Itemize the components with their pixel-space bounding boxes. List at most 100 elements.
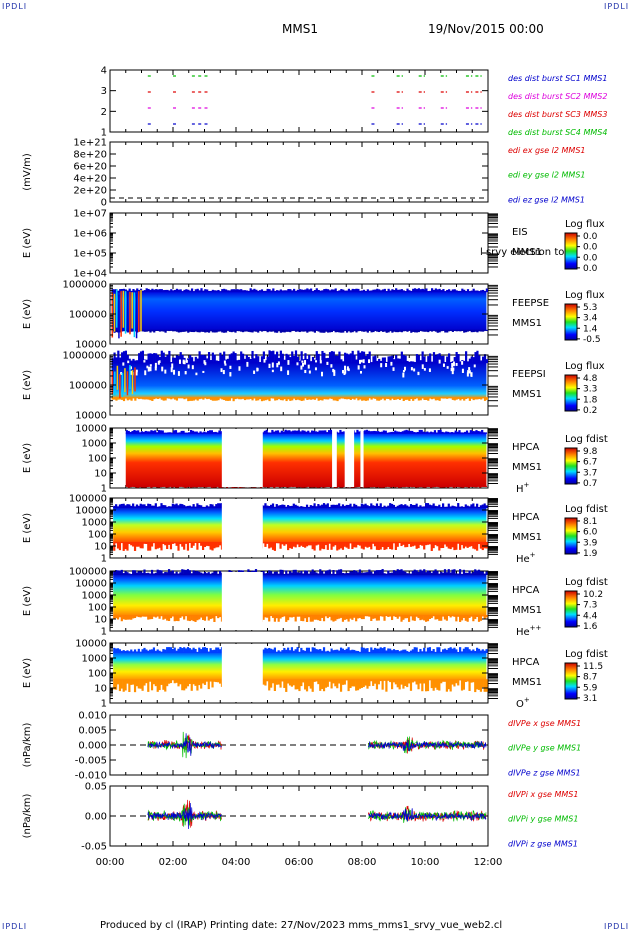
hpca_he-edge	[457, 542, 460, 544]
hpca_o-edge	[120, 650, 123, 653]
feepsi-edge	[207, 397, 211, 399]
hpca_hepp-edge	[339, 569, 343, 575]
hpca_h-edge	[375, 485, 378, 488]
hpca_h-edge	[411, 485, 414, 488]
hpca_hepp-edge	[336, 570, 339, 575]
feepse-edge	[240, 329, 243, 332]
hpca_hepp-edge	[477, 569, 481, 575]
hpca_h-edge	[157, 430, 161, 434]
hpca_hepp-edge	[279, 569, 282, 575]
hpca_hepp-edge	[406, 615, 409, 619]
hpca_he-edge	[411, 504, 414, 508]
hpca_o-edge	[290, 679, 294, 687]
hpca_hepp-edge	[349, 615, 352, 619]
hpca_o-edge	[152, 647, 156, 653]
feepse-edge	[175, 288, 179, 293]
hpca_o-edge	[175, 650, 178, 653]
feepse-edge	[245, 290, 248, 293]
feepse-burst-column	[113, 293, 116, 332]
feepsi-edge	[126, 355, 129, 364]
feepse-edge	[268, 289, 271, 293]
hpca_hepp-edge	[404, 571, 407, 575]
hpca_he-edge	[383, 542, 386, 550]
feepse-edge	[198, 290, 201, 293]
hpca_hepp-edge	[470, 573, 473, 575]
hpca_o-edge	[334, 649, 337, 653]
feepse-edge	[181, 329, 184, 332]
feepsi-edge	[332, 351, 335, 364]
feepse-edge	[230, 289, 233, 293]
feepsi-speckle	[421, 364, 424, 369]
hpca_he-edge	[375, 542, 379, 550]
hpca_h-edge	[273, 431, 276, 434]
hpca_he-edge	[171, 542, 174, 544]
feepsi-edge	[209, 360, 213, 364]
hpca_o-edge	[309, 679, 312, 689]
hpca_he-edge	[198, 504, 201, 508]
hpca_he-edge	[273, 542, 276, 551]
hpca_he-edge	[328, 542, 331, 544]
hpca_hepp-edge	[149, 615, 152, 620]
hpca_he-edge	[296, 542, 299, 545]
hpca_he-edge	[453, 506, 456, 508]
feepse-edge	[347, 329, 351, 332]
feepsi-edge	[323, 397, 326, 400]
hpca_h-edge	[163, 432, 166, 434]
feepsi-edge	[396, 358, 400, 364]
hpca_h-edge	[301, 485, 304, 488]
hpca_h-edge	[327, 430, 331, 434]
hpca_o-cbar-title: Log fdist	[565, 649, 608, 660]
hpca_o-fill	[113, 652, 487, 681]
hpca_o-edge	[434, 651, 437, 653]
hpca_o-edge	[147, 679, 150, 692]
hpca_o-edge	[302, 650, 305, 653]
hpca_o-edge	[313, 647, 316, 653]
feepse-edge	[332, 329, 335, 331]
feepse-burst-column	[127, 291, 129, 333]
feepsi-edge	[406, 360, 409, 364]
feepse-edge	[298, 329, 301, 333]
feepsi-edge	[213, 397, 216, 401]
feepse-edge	[200, 288, 203, 293]
feepsi-edge	[153, 397, 156, 400]
hpca_hepp-edge	[375, 615, 379, 621]
feepse-edge	[196, 329, 199, 333]
feepse-edge	[149, 329, 152, 333]
hpca_o-edge	[355, 679, 358, 691]
hpca_hepp-edge	[169, 615, 173, 619]
feepsi-speckle	[304, 369, 307, 374]
hpca_h-edge	[435, 432, 438, 434]
hpca_he-edge	[483, 503, 486, 508]
hpca_he-edge	[349, 542, 352, 544]
feepsi-edge	[430, 361, 434, 364]
feepsi-edge	[357, 350, 360, 364]
hpca_hepp-edge	[141, 572, 144, 575]
hpca_hepp-ytick-label: 10	[94, 615, 107, 626]
feepse-edge	[147, 329, 150, 332]
feepsi-edge	[228, 397, 231, 401]
feepse-edge	[353, 329, 356, 332]
feepse-edge	[243, 290, 247, 293]
hpca_o-edge	[203, 679, 207, 685]
hpca_h-edge	[413, 485, 416, 488]
hpca_he-edge	[351, 506, 354, 508]
hpca_hepp-edge	[122, 573, 125, 575]
feepsi-speckle	[470, 372, 473, 377]
feepsi-speckle	[135, 371, 138, 376]
divpi-ylabel: (nPa/km)	[22, 794, 33, 839]
feepse-edge	[293, 288, 296, 293]
feepsi-burst-column	[119, 374, 121, 399]
feepsi-edge	[306, 358, 309, 364]
feepsi-edge	[287, 397, 290, 400]
hpca_o-edge	[273, 679, 276, 692]
feepsi-edge	[327, 397, 330, 400]
feepse-edge	[130, 290, 133, 293]
eis-instrument-label: EIS	[512, 227, 528, 238]
hpca_hepp-edge	[476, 615, 479, 617]
hpca_o-edge	[438, 679, 441, 691]
feepse-edge	[323, 329, 326, 333]
hpca_he-edge	[162, 542, 165, 545]
hpca_he-edge	[270, 542, 273, 548]
hpca_he-ylabel: E (eV)	[22, 513, 33, 543]
hpca_hepp-edge	[309, 615, 312, 622]
